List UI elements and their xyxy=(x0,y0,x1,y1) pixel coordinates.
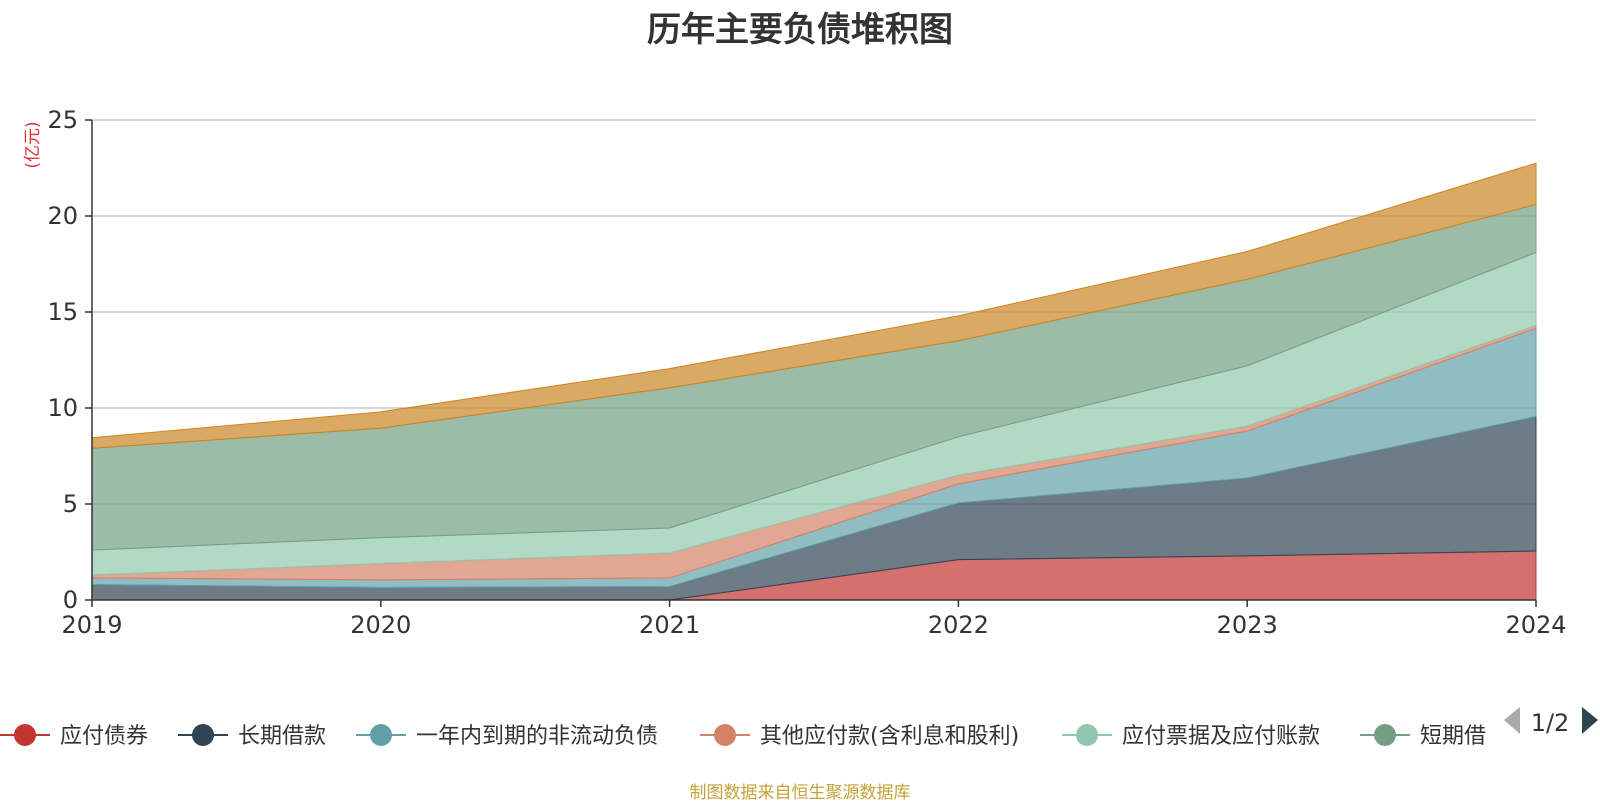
x-tick-label: 2020 xyxy=(350,611,411,639)
legend-label: 长期借款 xyxy=(238,724,326,749)
x-tick-label: 2023 xyxy=(1217,611,1278,639)
legend-label: 其他应付款(含利息和股利) xyxy=(760,724,1019,749)
legend-item-5[interactable]: 短期借 xyxy=(1360,724,1486,749)
data-source-note: 制图数据来自恒生聚源数据库 xyxy=(689,783,911,803)
area-series-6 xyxy=(91,162,1537,449)
y-tick-label: 10 xyxy=(47,394,78,422)
legend-item-1[interactable]: 长期借款 xyxy=(178,724,326,749)
legend-label: 一年内到期的非流动负债 xyxy=(416,724,658,749)
chart-title: 历年主要负债堆积图 xyxy=(647,10,953,50)
y-tick-label: 5 xyxy=(63,490,78,518)
y-tick-label: 20 xyxy=(47,202,78,230)
legend-page-indicator: 1/2 xyxy=(1531,709,1570,737)
legend-circle-icon xyxy=(370,724,392,746)
x-tick-label: 2019 xyxy=(61,611,122,639)
legend-circle-icon xyxy=(1374,724,1396,746)
legend-item-2[interactable]: 一年内到期的非流动负债 xyxy=(356,724,658,749)
legend-label: 应付票据及应付账款 xyxy=(1122,724,1320,749)
legend-circle-icon xyxy=(714,724,736,746)
y-tick-label: 15 xyxy=(47,298,78,326)
x-tick-label: 2022 xyxy=(928,611,989,639)
legend-item-3[interactable]: 其他应付款(含利息和股利) xyxy=(700,724,1019,749)
legend-pager: 1/2 xyxy=(1504,707,1598,737)
legend-item-0[interactable]: 应付债券 xyxy=(0,724,148,749)
legend-circle-icon xyxy=(1076,724,1098,746)
x-tick-label: 2024 xyxy=(1505,611,1566,639)
legend-label: 短期借 xyxy=(1420,724,1486,749)
legend-label: 应付债券 xyxy=(60,724,148,749)
legend-circle-icon xyxy=(192,724,214,746)
legend-prev-page-icon[interactable] xyxy=(1504,707,1520,734)
axes: 0 5 10 15 20 25 2019 2020 2021 2022 2023 2024 xyxy=(47,106,1566,639)
legend-next-page-icon[interactable] xyxy=(1582,707,1598,734)
y-tick-label: 0 xyxy=(63,586,78,614)
y-tick-label: 25 xyxy=(47,106,78,134)
legend-item-4[interactable]: 应付票据及应付账款 xyxy=(1062,724,1320,749)
stacked-areas xyxy=(91,162,1537,601)
y-axis-unit-label: (亿元) xyxy=(23,121,43,168)
legend-circle-icon xyxy=(14,724,36,746)
x-tick-label: 2021 xyxy=(639,611,700,639)
legend: 应付债券 长期借款 一年内到期的非流动负债 其他应付款(含利息和股利) 应付票据及应付账… xyxy=(0,724,1486,749)
